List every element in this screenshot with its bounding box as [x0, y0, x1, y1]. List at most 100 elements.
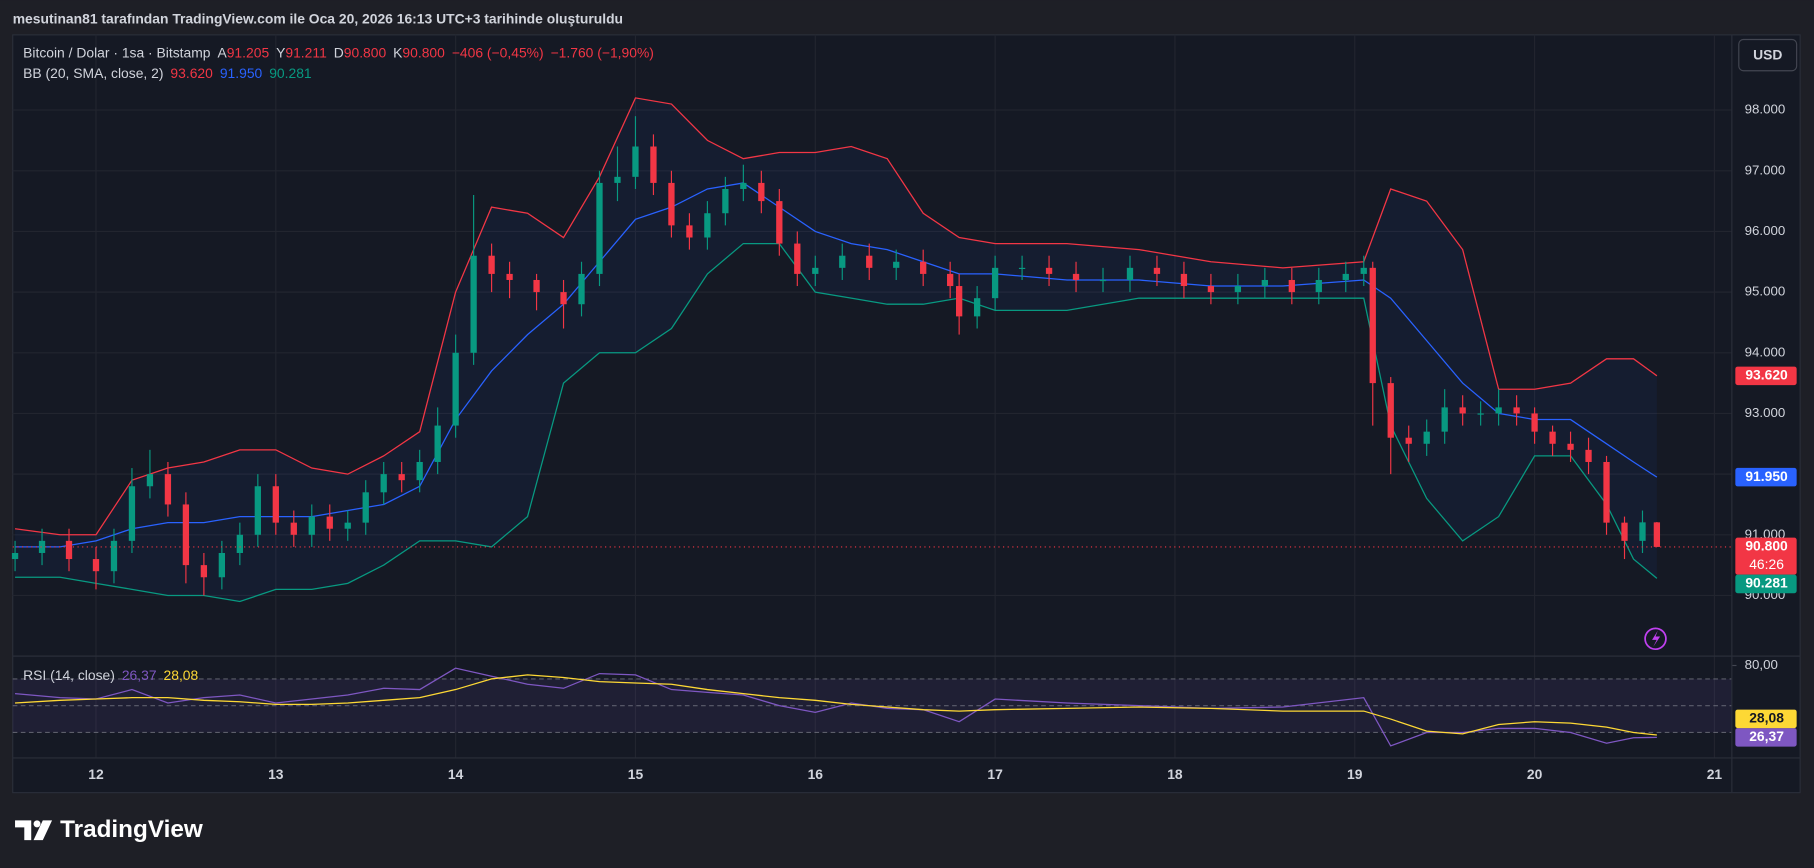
rsi-line [15, 674, 1657, 736]
ohlc-value: 91.205 [227, 44, 270, 60]
candle-body [533, 279, 540, 293]
candle-body [991, 267, 999, 299]
price-marker [1735, 467, 1797, 487]
x-tick-label: 12 [88, 766, 104, 782]
candle-body [434, 425, 441, 462]
candle-body [1459, 407, 1466, 414]
candle-body [290, 522, 297, 535]
candle-body [506, 273, 513, 280]
candle-body [236, 534, 243, 553]
candle-body [1234, 286, 1242, 293]
caption: mesutinan81 tarafından TradingView.com i… [13, 11, 623, 27]
candle-body [1360, 267, 1367, 274]
brand: TradingView [60, 816, 203, 843]
ohlc-key: Y [276, 44, 285, 60]
x-tick-label: 20 [1527, 766, 1543, 782]
candle-body [1423, 431, 1430, 444]
ohlc-key: K [393, 44, 403, 60]
legend: RSI (14, close) 26,37 28,08 [23, 666, 198, 682]
rsi-line [14, 667, 1657, 747]
candle-body [398, 474, 405, 481]
candle-body [794, 243, 801, 274]
rsi-label: RSI (14, close) [23, 666, 115, 682]
y-tick-label: 94.000 [1745, 344, 1786, 359]
candle-body [380, 474, 387, 493]
candle-body [1567, 443, 1574, 450]
rsi-marker-label: 26,37 [1749, 728, 1784, 744]
candle-body [893, 261, 900, 268]
candle-body [218, 552, 226, 578]
x-tick-label: 17 [987, 766, 1003, 782]
x-tick-label: 15 [628, 766, 644, 782]
symbol-title: Bitcoin / Dolar · 1sa · Bitstamp [23, 44, 211, 60]
currency-button[interactable] [1738, 38, 1798, 72]
candle-body [1441, 407, 1448, 432]
alert-icon[interactable] [1644, 627, 1667, 651]
x-tick-label: 14 [448, 766, 464, 782]
legend: BB (20, SMA, close, 2) 93.620 91.950 90.281 [23, 65, 312, 81]
logo-icon [33, 820, 41, 828]
candle-body [11, 552, 19, 560]
x-tick-label: 13 [268, 766, 284, 782]
candle-body [1126, 267, 1134, 280]
candle-body [1342, 273, 1349, 280]
candle-body [1549, 431, 1556, 444]
rsi-value: 28,08 [164, 666, 199, 682]
indicator-value: 91.950 [220, 65, 263, 81]
alert-icon-bolt [1652, 630, 1661, 647]
plot [11, 97, 1732, 747]
logo-icon [33, 820, 53, 841]
y-tick-label: 97.000 [1745, 162, 1786, 177]
x-tick-label: 18 [1167, 766, 1183, 782]
ohlc-value: 90.800 [402, 44, 445, 60]
candle-body [947, 273, 954, 287]
candle-body [254, 486, 261, 535]
candle-body [110, 540, 118, 572]
candle-body [1180, 273, 1188, 287]
x-tick-label: 19 [1347, 766, 1363, 782]
candle-body [560, 292, 567, 305]
candle-body [722, 188, 729, 214]
candle-body [614, 176, 621, 183]
candle-body [128, 486, 136, 541]
candle-body [1653, 522, 1661, 547]
change: −1.760 (−1,90%) [551, 44, 654, 60]
ohlc-key: A [217, 44, 227, 60]
candle-body [146, 474, 154, 487]
candle-body [1045, 267, 1053, 274]
candle-body [1495, 407, 1502, 414]
price-marker-label: 90.281 [1745, 575, 1788, 591]
candle-body [1288, 279, 1295, 293]
candle-body [704, 213, 711, 238]
indicator-label: BB (20, SMA, close, 2) [23, 65, 163, 81]
candle-body [92, 559, 100, 572]
currency[interactable]: USD [1753, 46, 1782, 62]
x-tick-label: 21 [1707, 766, 1723, 782]
candle-body [1477, 413, 1484, 415]
band-line [14, 97, 1658, 536]
candle-body [164, 474, 172, 505]
labels: 1213141516171819202190.00091.00092.00093… [23, 44, 1797, 782]
logo-icon [15, 820, 32, 841]
rsi-marker [1735, 709, 1797, 729]
y-tick-label: 95.000 [1745, 284, 1786, 299]
candle-body [668, 182, 675, 226]
rsi-marker [1735, 728, 1797, 747]
y-tick-label: 91.000 [1745, 526, 1786, 541]
candle-body [1153, 267, 1161, 274]
ohlc-value: 91.211 [285, 44, 327, 60]
candle-body [740, 182, 747, 189]
candle-body [596, 182, 603, 274]
price-marker-label: 91.950 [1745, 468, 1788, 484]
candle-body [308, 516, 315, 535]
candle-body [182, 504, 190, 566]
candle-body [839, 255, 846, 268]
y-tick-label: 98.000 [1745, 102, 1786, 117]
y-tick-label: 80,00 [1745, 657, 1778, 672]
ohlc-key: D [334, 44, 344, 60]
candle-body [452, 352, 459, 426]
candle-body [650, 146, 657, 183]
price-marker-label: 93.620 [1745, 367, 1788, 383]
rsi-marker-label: 28,08 [1749, 710, 1784, 726]
